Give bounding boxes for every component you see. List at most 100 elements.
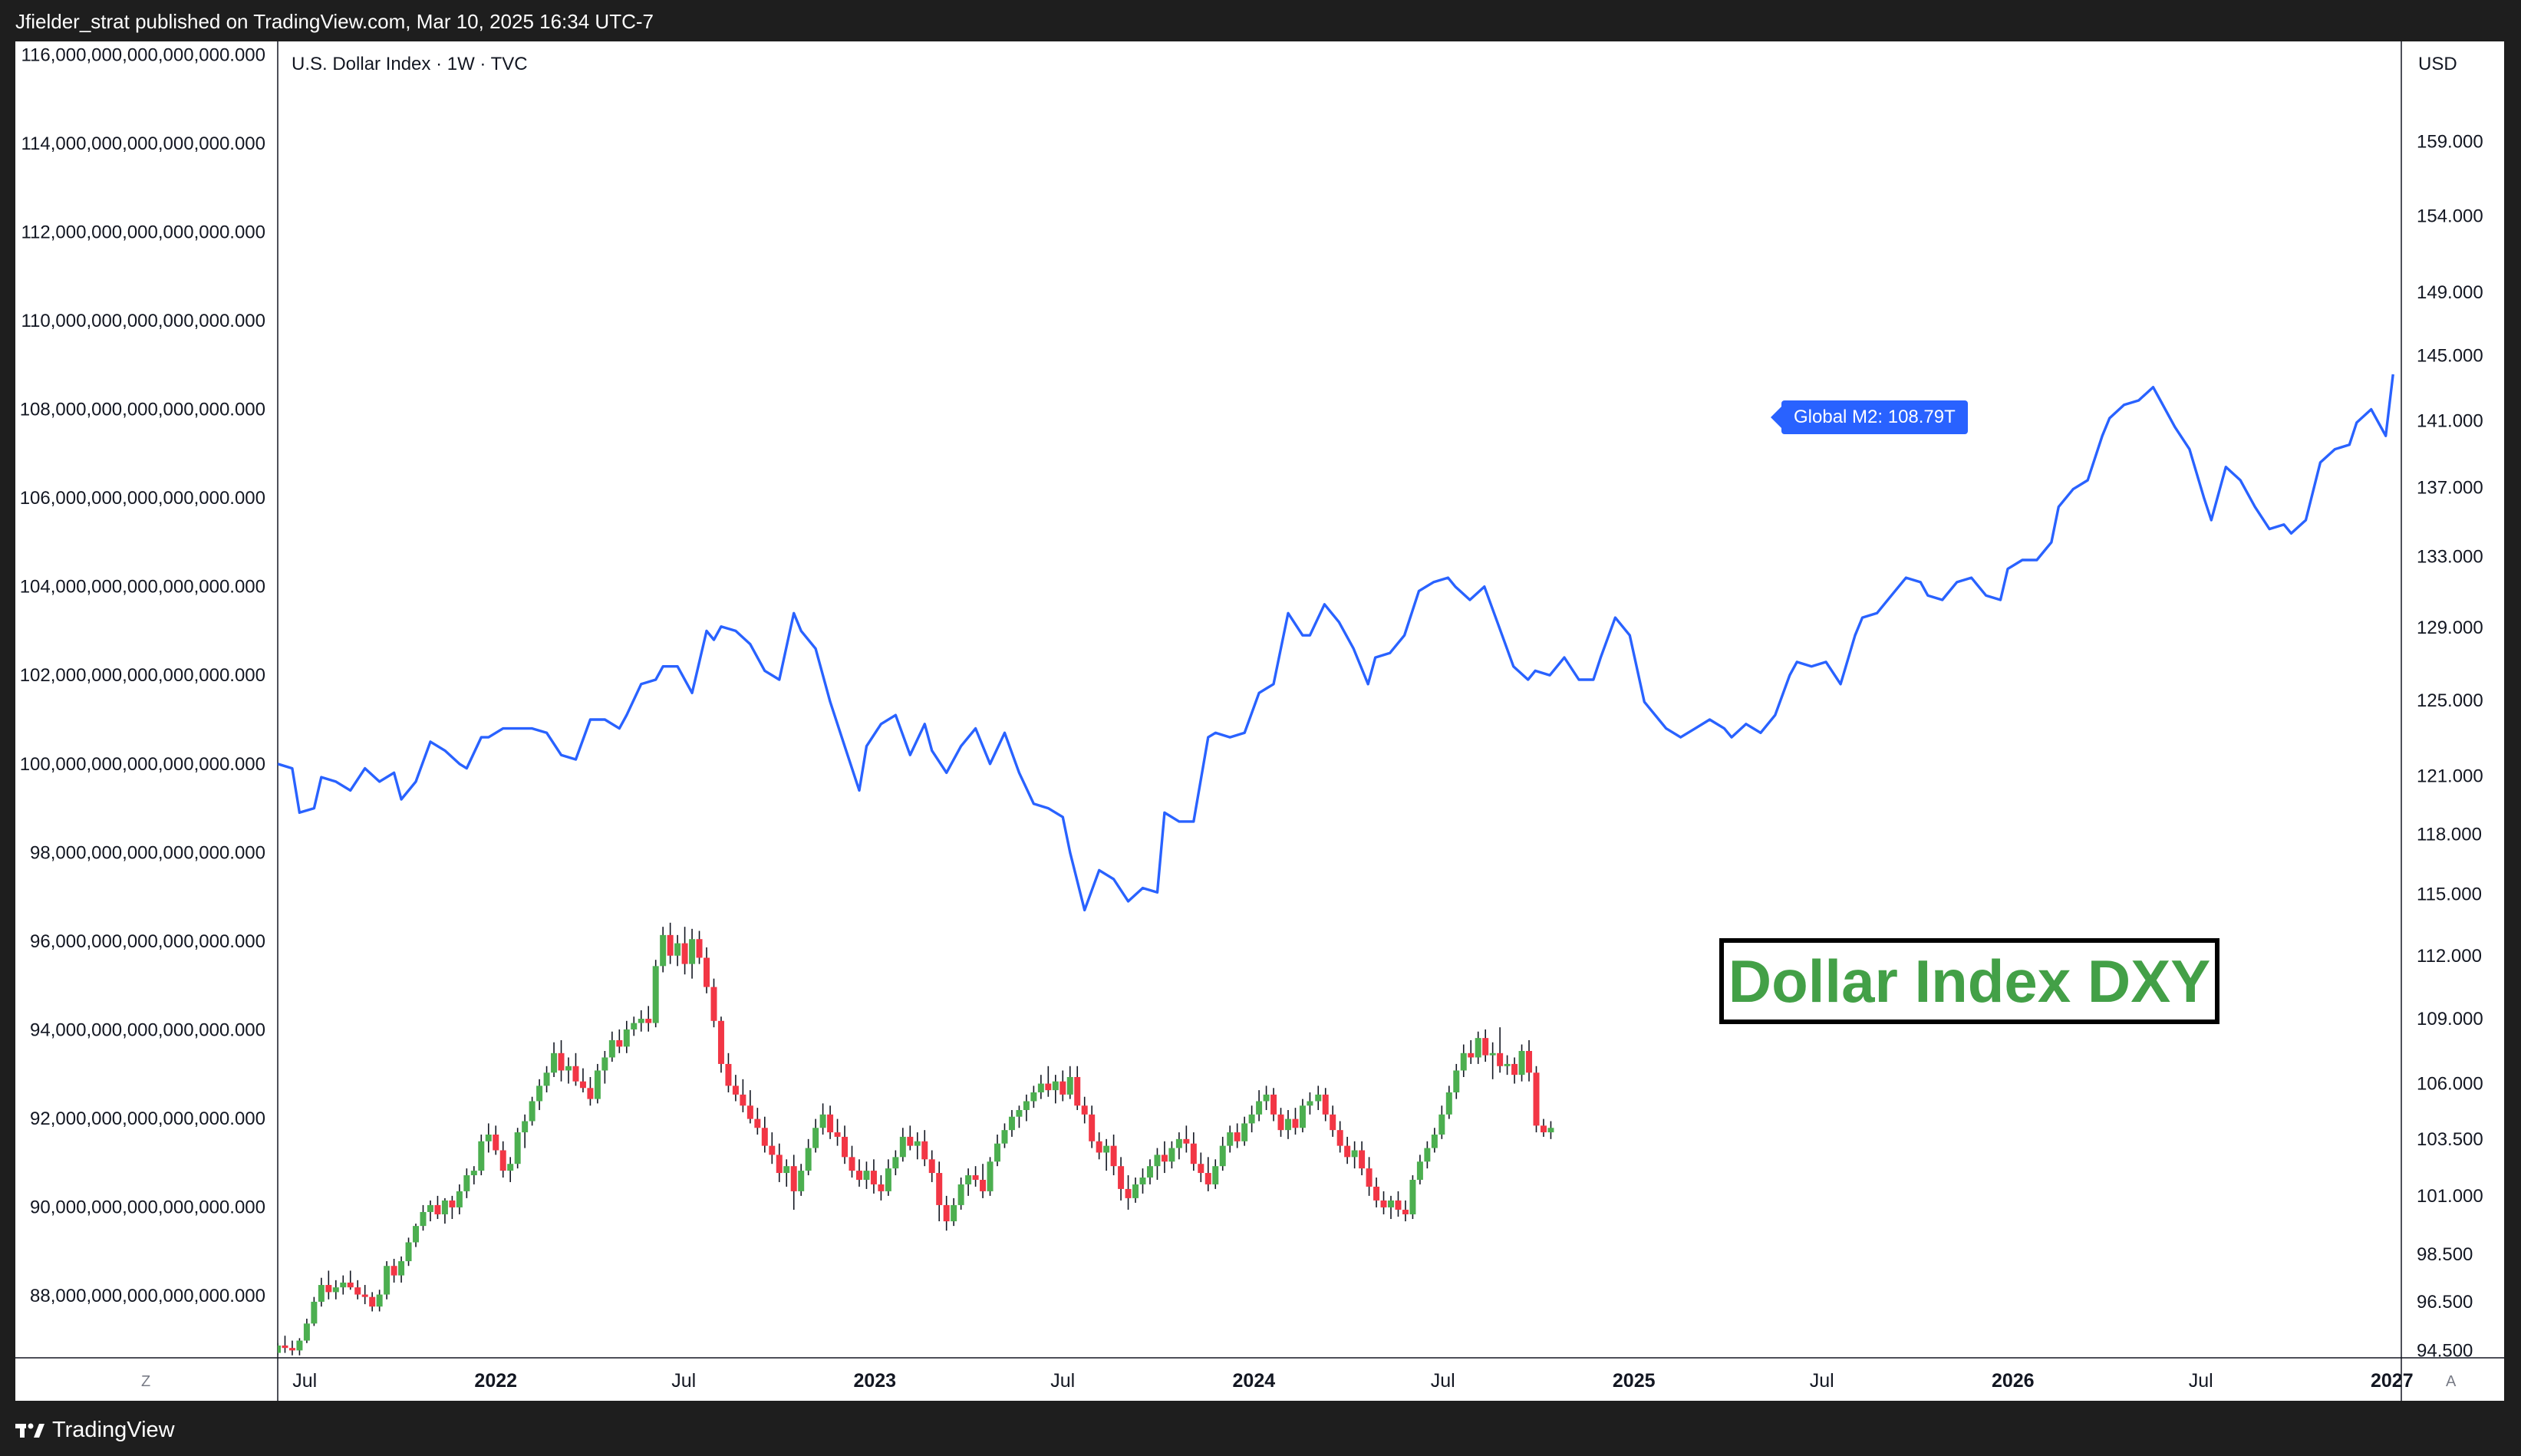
dxy-candle (812, 1118, 819, 1153)
chart-canvas[interactable]: 116,000,000,000,000,000.000 114,000,000,0… (15, 41, 2504, 1401)
dxy-candle (842, 1125, 849, 1164)
dxy-candle (1096, 1132, 1102, 1160)
left-axis-tick-label: 100,000,000,000,000,000.000 (20, 754, 265, 775)
dxy-candle-body (361, 1294, 368, 1297)
right-axis-tick-label: 145.000 (2417, 346, 2483, 367)
left-axis-tick-label: 106,000,000,000,000,000.000 (20, 488, 265, 509)
dxy-candle-body (1518, 1050, 1525, 1076)
dxy-candle (565, 1057, 572, 1084)
time-axis-label: Jul (1810, 1370, 1834, 1392)
dxy-candle-body (1307, 1101, 1313, 1106)
dxy-candle-body (631, 1023, 638, 1029)
dxy-candle-body (579, 1081, 586, 1089)
right-axis-tick-label: 154.000 (2417, 206, 2483, 226)
dxy-candle-body (1388, 1200, 1395, 1207)
dxy-candle (325, 1270, 332, 1300)
dxy-candle (558, 1039, 565, 1082)
dxy-candle-body (1132, 1184, 1139, 1198)
time-axis-label: Jul (2189, 1370, 2213, 1392)
dxy-candle-body (565, 1066, 572, 1071)
dxy-candle (1256, 1090, 1263, 1122)
dxy-candle-body (1096, 1141, 1102, 1153)
dxy-annotation-box[interactable]: Dollar Index DXY (1719, 938, 2219, 1024)
dxy-candle-body (972, 1175, 979, 1180)
dxy-candle-body (1183, 1138, 1190, 1144)
dxy-candle-body (732, 1085, 739, 1095)
left-axis-tick-label: 110,000,000,000,000,000.000 (21, 311, 265, 331)
dxy-candle (1154, 1148, 1161, 1180)
dxy-candle (674, 934, 681, 967)
dxy-candle-body (1431, 1134, 1438, 1148)
dxy-candle-body (1395, 1200, 1402, 1210)
dxy-candle-body (914, 1141, 921, 1146)
auto-scale-button[interactable]: A (2446, 1373, 2457, 1390)
dxy-candle (1416, 1155, 1423, 1184)
dxy-candle-body (754, 1118, 761, 1128)
series-legend[interactable]: U.S. Dollar Index · 1W · TVC (292, 54, 528, 74)
dxy-candle (1431, 1128, 1438, 1153)
right-axis-tick-label: 149.000 (2417, 282, 2483, 303)
dxy-candle-body (1154, 1155, 1161, 1167)
left-axis-tick-label: 90,000,000,000,000,000.000 (30, 1197, 265, 1218)
dxy-candle-body (420, 1211, 427, 1227)
dxy-candle-body (638, 1019, 644, 1023)
dxy-candle (645, 1006, 652, 1032)
dxy-candle-body (282, 1345, 288, 1349)
dxy-candle (1322, 1088, 1329, 1122)
left-axis-tick-label: 98,000,000,000,000,000.000 (30, 842, 265, 863)
dxy-candle (405, 1237, 412, 1267)
dxy-candle (827, 1105, 834, 1139)
dxy-candle (1475, 1031, 1481, 1064)
dxy-candle-body (717, 1020, 724, 1064)
chart-frame[interactable]: 116,000,000,000,000,000.000 114,000,000,0… (15, 41, 2504, 1401)
right-axis-tick-label: 159.000 (2417, 131, 2483, 152)
dxy-candle-body (340, 1282, 347, 1288)
dxy-candle (1234, 1123, 1241, 1148)
dxy-candle-body (660, 934, 667, 967)
right-axis-tick-label: 141.000 (2417, 410, 2483, 431)
dxy-candle (746, 1090, 753, 1124)
timezone-button[interactable]: Z (141, 1373, 151, 1390)
dxy-candle (972, 1166, 979, 1187)
dxy-candle (696, 931, 703, 964)
dxy-candle-body (587, 1088, 594, 1099)
right-axis-tick-label: 103.500 (2417, 1129, 2483, 1150)
dxy-candle (1468, 1039, 1475, 1064)
dxy-candle (1052, 1075, 1059, 1104)
currency-label[interactable]: USD (2418, 54, 2457, 74)
dxy-candle (1292, 1108, 1299, 1135)
dxy-candle-body (1359, 1150, 1366, 1169)
dxy-candle (1270, 1088, 1277, 1122)
dxy-candle-body (1292, 1118, 1299, 1128)
dxy-candle-body (994, 1143, 1001, 1162)
dxy-candle (1395, 1191, 1402, 1217)
dxy-candle (1402, 1200, 1409, 1222)
dxy-candle-body (391, 1266, 397, 1276)
dxy-candle-body (470, 1171, 477, 1176)
dxy-candle-body (1241, 1123, 1248, 1141)
dxy-candle (1016, 1105, 1023, 1128)
dxy-candle-body (434, 1204, 441, 1214)
dxy-candle-body (1081, 1105, 1088, 1115)
dxy-candle (303, 1318, 310, 1343)
dxy-candle (870, 1159, 877, 1194)
dxy-candle-body (427, 1204, 433, 1212)
left-axis-tick-label: 102,000,000,000,000,000.000 (20, 665, 265, 686)
dxy-candle (740, 1079, 746, 1112)
dxy-candle-body (725, 1063, 732, 1086)
dxy-candle (921, 1130, 928, 1167)
dxy-candle-body (965, 1175, 972, 1184)
dxy-candle-body (1146, 1166, 1153, 1178)
dxy-candle-body (907, 1136, 914, 1146)
dxy-candle-body (347, 1282, 354, 1288)
dxy-candle (943, 1195, 950, 1231)
dxy-candle (1146, 1159, 1153, 1184)
dxy-candle (994, 1134, 1001, 1167)
dxy-candle (783, 1159, 790, 1187)
dxy-candle-body (1475, 1038, 1481, 1058)
dxy-candle (1066, 1066, 1073, 1099)
tradingview-brand[interactable]: TradingView (15, 1418, 175, 1443)
plot-area (278, 374, 2394, 1356)
dxy-candle (1263, 1085, 1270, 1111)
dxy-candle-body (1547, 1128, 1554, 1133)
